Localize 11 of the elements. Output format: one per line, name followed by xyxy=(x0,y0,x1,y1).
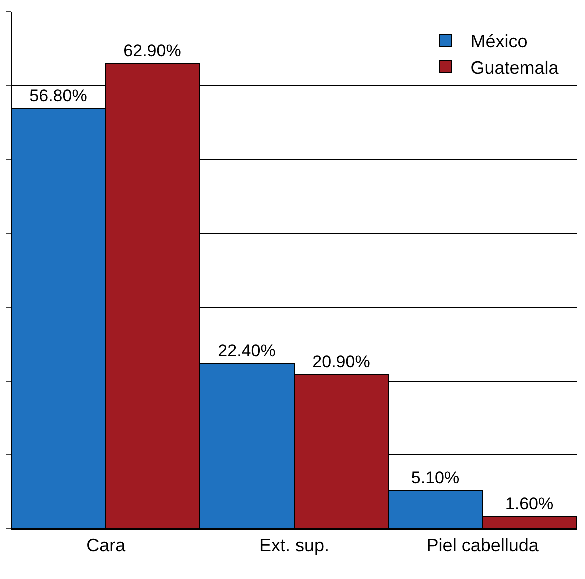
legend-label: México xyxy=(470,32,528,52)
data-label: 5.10% xyxy=(411,468,460,488)
data-label: 22.40% xyxy=(218,342,276,360)
data-label: 20.90% xyxy=(312,352,370,372)
data-label: 56.80% xyxy=(30,86,88,106)
data-label: 62.90% xyxy=(124,42,182,60)
x-tick-label: Ext. sup. xyxy=(259,536,330,556)
legend-label: Guatemala xyxy=(470,58,560,78)
x-tick-label: Cara xyxy=(86,536,127,556)
data-label: 1.60% xyxy=(505,494,554,514)
x-tick-label: Piel cabelluda xyxy=(426,536,540,556)
